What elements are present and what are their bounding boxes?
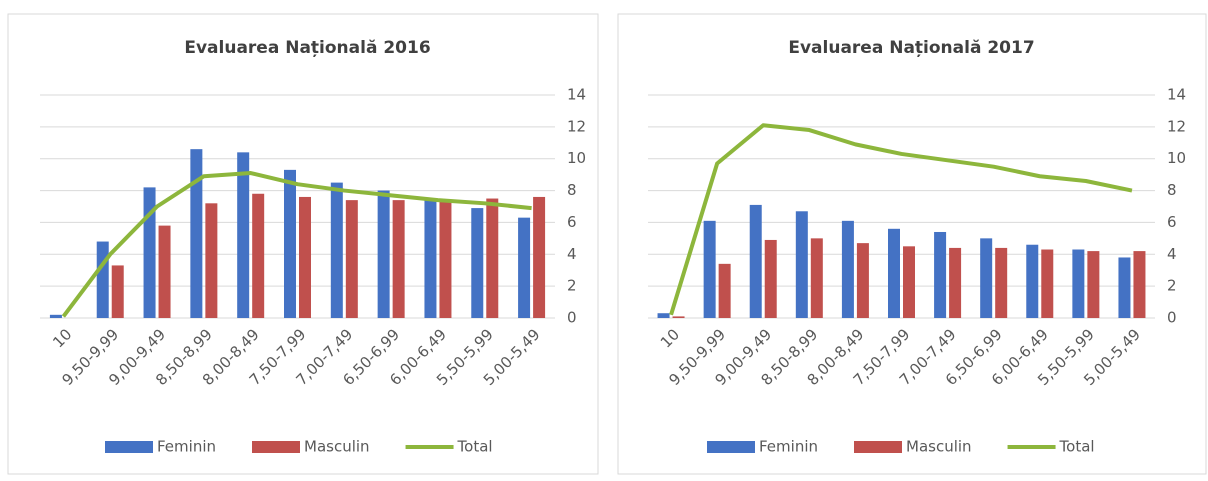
y-tick-label: 14 xyxy=(1167,86,1186,104)
bar xyxy=(903,246,915,318)
bar xyxy=(518,217,531,318)
y-tick-label: 6 xyxy=(1167,213,1177,231)
y-tick-label: 0 xyxy=(567,309,577,327)
bar xyxy=(810,238,823,318)
bar xyxy=(96,241,109,318)
y-tick-label: 12 xyxy=(567,117,586,135)
y-tick-label: 4 xyxy=(1167,245,1177,263)
bar xyxy=(856,243,869,318)
legend-label: Masculin xyxy=(304,438,370,456)
legend-swatch xyxy=(252,441,300,453)
legend-swatch xyxy=(707,441,755,453)
bar xyxy=(345,200,358,318)
bar xyxy=(672,316,685,318)
chart: Evaluarea Națională 201702468101214109,5… xyxy=(617,13,1207,475)
y-tick-label: 0 xyxy=(1167,309,1177,327)
x-tick-label: 10 xyxy=(49,325,75,351)
bar xyxy=(1072,249,1085,318)
y-tick-label: 2 xyxy=(1167,277,1177,295)
bar xyxy=(471,208,484,318)
y-tick-label: 8 xyxy=(567,181,577,199)
bar xyxy=(703,220,716,318)
legend-label: Masculin xyxy=(906,438,972,456)
bar xyxy=(934,231,947,318)
bar xyxy=(330,182,343,318)
bar xyxy=(424,198,437,318)
line xyxy=(669,123,1133,316)
legend-label: Feminin xyxy=(759,438,818,456)
bar xyxy=(377,190,390,318)
bar xyxy=(980,238,993,318)
bar xyxy=(888,228,900,318)
bar xyxy=(439,201,452,318)
legend-label: Feminin xyxy=(157,438,216,456)
y-tick-label: 12 xyxy=(1167,117,1186,135)
bar xyxy=(158,225,171,318)
y-tick-label: 10 xyxy=(1167,149,1186,167)
y-tick-label: 6 xyxy=(567,213,577,231)
bar xyxy=(49,314,62,318)
y-tick-label: 10 xyxy=(567,149,586,167)
bar xyxy=(252,193,265,318)
x-tick-label: 10 xyxy=(657,325,683,351)
bar xyxy=(190,149,203,318)
bar xyxy=(1087,251,1100,318)
bar xyxy=(1026,244,1039,318)
bar xyxy=(533,196,546,318)
y-tick-label: 4 xyxy=(567,245,577,263)
bar xyxy=(749,204,762,318)
bar xyxy=(392,200,405,318)
line xyxy=(61,171,532,318)
chart-frame xyxy=(7,13,599,475)
bar xyxy=(949,247,962,318)
bar xyxy=(764,239,777,318)
chart-frame xyxy=(617,13,1207,475)
y-tick-label: 14 xyxy=(567,86,586,104)
bar xyxy=(1133,251,1146,318)
bar xyxy=(657,313,670,318)
legend-label: Total xyxy=(457,438,493,456)
bar xyxy=(111,265,124,318)
legend-swatch xyxy=(854,441,902,453)
bar xyxy=(995,247,1008,318)
chart-title: Evaluarea Națională 2016 xyxy=(184,38,430,58)
bar xyxy=(299,196,311,318)
chart: Evaluarea Națională 201602468101214109,5… xyxy=(7,13,599,475)
bar xyxy=(486,198,499,318)
bar xyxy=(795,211,808,318)
chart-title: Evaluarea Națională 2017 xyxy=(788,38,1034,58)
y-tick-label: 8 xyxy=(1167,181,1177,199)
bar xyxy=(237,152,250,318)
legend-label: Total xyxy=(1059,438,1095,456)
legend-swatch xyxy=(105,441,153,453)
bar xyxy=(284,169,296,318)
bar xyxy=(718,263,731,318)
bar xyxy=(205,203,218,318)
y-tick-label: 2 xyxy=(567,277,577,295)
bar xyxy=(841,220,854,318)
bar xyxy=(1118,257,1131,318)
bar xyxy=(1041,249,1054,318)
bar xyxy=(143,187,156,318)
